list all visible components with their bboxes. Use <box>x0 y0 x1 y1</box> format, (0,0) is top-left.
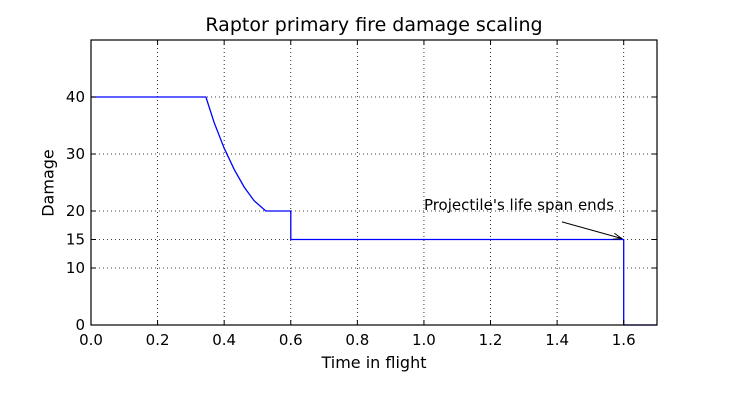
grid-lines <box>90 40 657 326</box>
annotation: Projectile's life span ends <box>424 196 624 240</box>
x-tick-label: 1.0 <box>412 331 436 349</box>
damage-line <box>91 96 657 326</box>
x-tick-label: 1.2 <box>479 331 503 349</box>
y-tick-label: 15 <box>66 231 85 249</box>
axis-ticks: 0.0 0.2 0.4 0.6 0.8 1.0 1.2 1.4 1.6 0 10 15 20 30 40 <box>66 40 657 349</box>
x-tick-label: 0.8 <box>345 331 369 349</box>
y-tick-label: 20 <box>66 202 85 220</box>
y-tick-label: 10 <box>66 259 85 277</box>
annotation-text: Projectile's life span ends <box>424 196 614 214</box>
x-tick-label: 0.0 <box>79 331 103 349</box>
x-tick-label: 0.2 <box>146 331 170 349</box>
y-tick-label: 30 <box>66 145 85 163</box>
y-axis-label: Damage <box>38 149 58 217</box>
x-tick-label: 1.4 <box>545 331 569 349</box>
arrow-icon <box>612 232 624 240</box>
x-tick-label: 0.6 <box>279 331 303 349</box>
y-tick-label: 0 <box>75 316 85 334</box>
axes-frame <box>90 39 658 326</box>
chart-title: Raptor primary fire damage scaling <box>205 14 543 36</box>
x-tick-label: 1.6 <box>612 331 636 349</box>
y-tick-label: 40 <box>66 88 85 106</box>
x-tick-label: 0.4 <box>212 331 236 349</box>
x-axis-label: Time in flight <box>321 353 427 372</box>
